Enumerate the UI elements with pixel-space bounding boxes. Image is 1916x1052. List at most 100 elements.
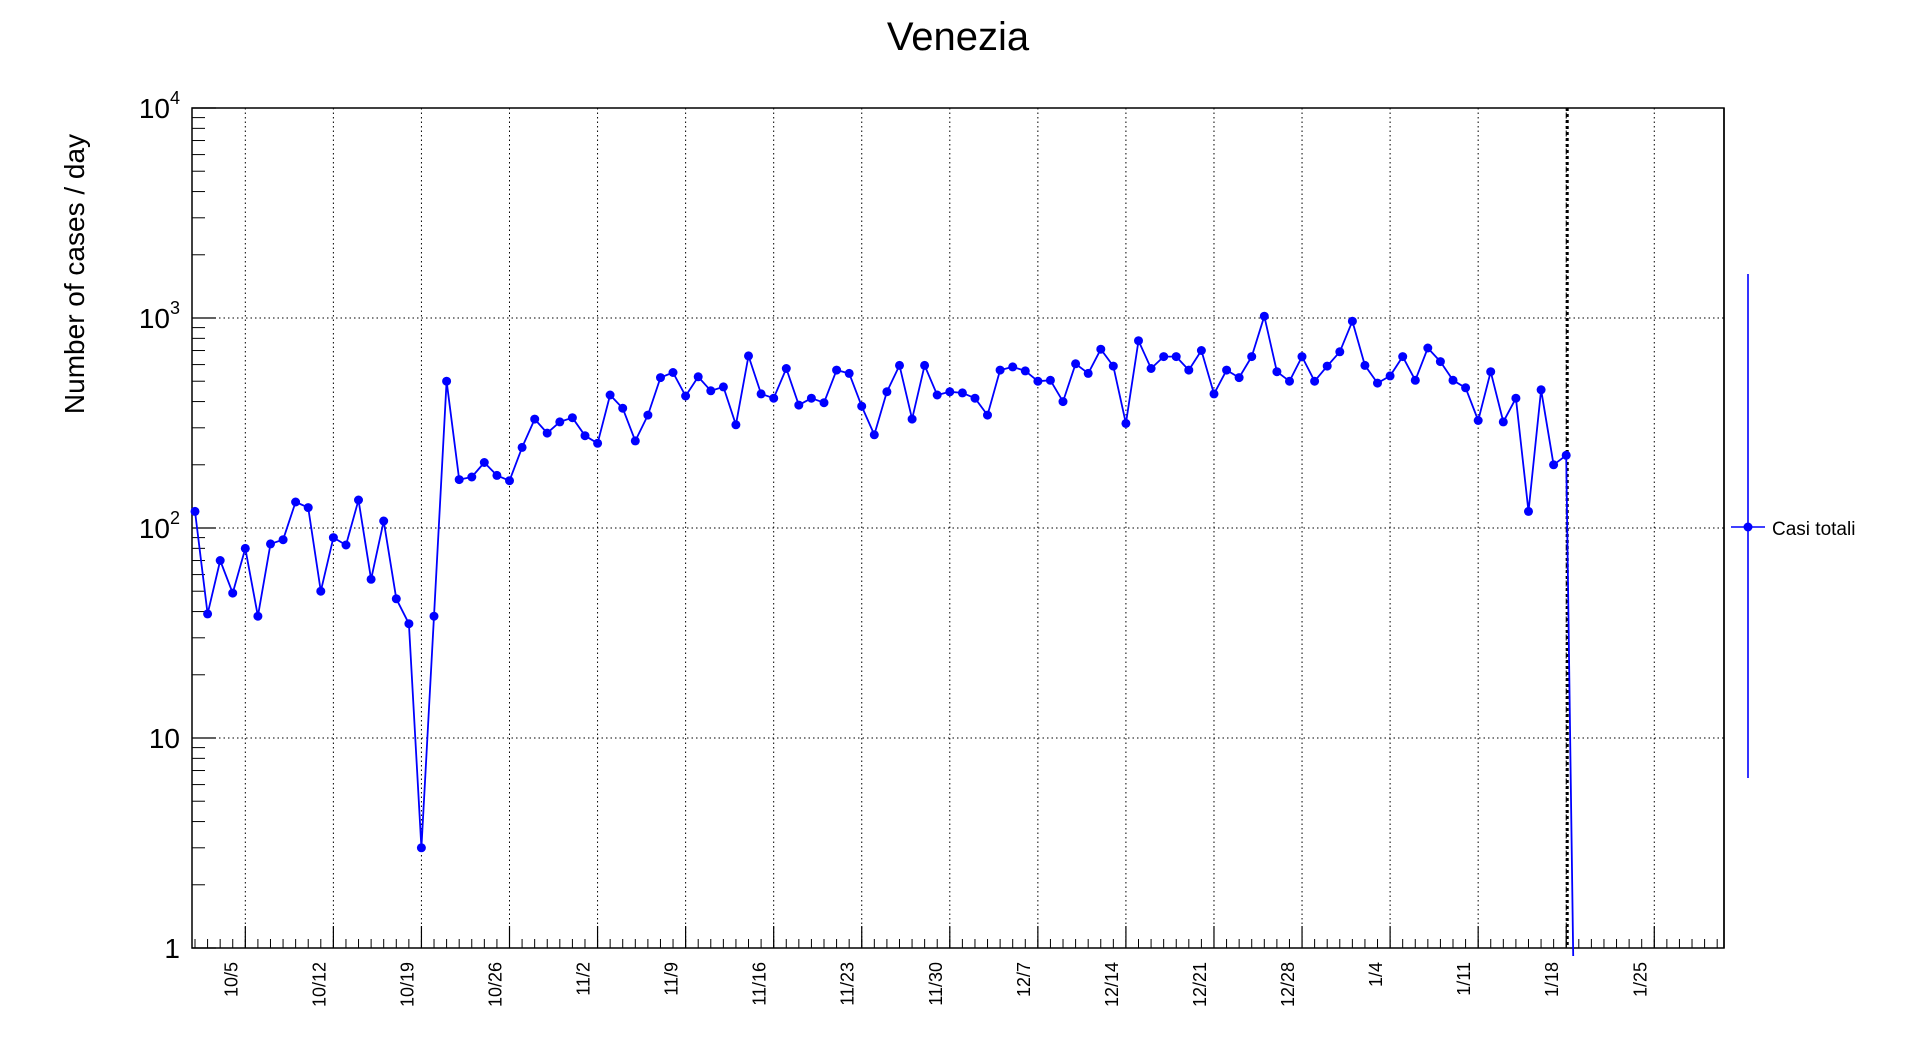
series — [190, 311, 1575, 957]
y-axis-label: Number of cases / day — [59, 134, 90, 414]
data-point — [354, 495, 363, 505]
data-point — [995, 365, 1005, 375]
data-point — [555, 417, 565, 427]
data-point — [1121, 418, 1131, 428]
data-point — [429, 611, 439, 621]
data-point — [266, 539, 275, 549]
data-point — [316, 586, 326, 596]
data-point — [756, 389, 766, 399]
data-point — [731, 420, 741, 430]
data-point — [1171, 352, 1181, 362]
data-point — [278, 535, 288, 545]
data-point — [253, 611, 263, 621]
data-point — [240, 543, 250, 553]
y-tick-label: 1 — [164, 933, 180, 964]
data-point — [580, 431, 590, 441]
data-point — [517, 442, 527, 452]
data-point — [567, 413, 577, 423]
axes: 10/5 10/12 10/19 10/26 11/2 11/9 11/16 11/23 11/… — [139, 88, 1725, 1007]
data-point — [416, 843, 426, 853]
data-point — [630, 436, 640, 446]
x-tick-label: 1/18 — [1542, 962, 1562, 997]
data-point — [1020, 366, 1030, 376]
data-point — [681, 391, 691, 401]
data-point — [1310, 376, 1320, 386]
grid — [192, 108, 1724, 948]
data-point — [1285, 376, 1294, 386]
data-point — [454, 475, 464, 485]
data-point — [1222, 365, 1232, 375]
data-point — [1498, 417, 1508, 427]
series-line — [194, 315, 1575, 957]
data-point — [806, 393, 816, 403]
data-point — [832, 365, 842, 375]
data-point — [1196, 346, 1206, 355]
data-point — [530, 414, 540, 424]
data-point — [895, 360, 904, 370]
data-point — [819, 398, 829, 408]
data-point — [1159, 352, 1169, 362]
data-point — [781, 364, 791, 373]
data-point — [1410, 375, 1420, 385]
data-point — [932, 390, 942, 400]
data-point — [492, 470, 502, 480]
data-point — [1347, 316, 1357, 326]
data-point — [882, 387, 892, 397]
data-point — [643, 410, 653, 420]
data-point — [970, 393, 980, 403]
data-point — [379, 516, 389, 526]
data-point — [618, 403, 628, 413]
data-point — [857, 401, 867, 411]
data-point — [215, 556, 225, 565]
data-point — [505, 476, 514, 486]
data-point — [1008, 362, 1018, 372]
data-point — [668, 368, 678, 377]
data-point — [1335, 347, 1345, 357]
data-point — [844, 368, 854, 378]
data-point — [291, 497, 301, 507]
data-point — [1385, 371, 1395, 381]
x-tick-label: 12/14 — [1102, 962, 1122, 1007]
data-point — [404, 619, 414, 629]
data-point — [769, 393, 779, 403]
data-point — [869, 430, 879, 440]
y-tick-label: 104 — [139, 88, 180, 124]
x-tick-label: 11/30 — [926, 962, 946, 1006]
data-point — [945, 387, 955, 397]
data-point — [693, 372, 703, 382]
data-point — [1058, 397, 1068, 407]
data-point — [1184, 365, 1194, 375]
x-tick-label: 12/7 — [1014, 962, 1034, 997]
data-point — [1435, 357, 1445, 367]
data-point — [203, 609, 213, 619]
data-point — [1045, 375, 1055, 385]
data-point — [1096, 344, 1106, 354]
data-point — [706, 386, 716, 396]
data-point — [1524, 506, 1533, 516]
x-tick-label: 1/25 — [1630, 962, 1650, 997]
data-point — [1297, 352, 1307, 362]
legend-marker — [1743, 522, 1753, 532]
data-point — [328, 533, 338, 543]
data-point — [957, 388, 967, 398]
data-point — [1549, 460, 1559, 470]
data-point — [794, 400, 804, 410]
data-point — [341, 540, 351, 550]
data-point — [1398, 352, 1408, 362]
data-point — [656, 373, 665, 383]
data-point — [1536, 385, 1546, 395]
data-point — [467, 472, 477, 482]
data-point — [605, 390, 615, 400]
y-tick-label: 10 — [149, 723, 180, 754]
data-point — [542, 428, 552, 438]
legend-label: Casi totali — [1772, 519, 1855, 540]
data-point — [1234, 373, 1244, 383]
data-point — [303, 503, 313, 513]
data-point — [1083, 368, 1093, 378]
data-point — [920, 360, 930, 370]
x-tick-label: 11/23 — [838, 962, 858, 1006]
legend: Casi totali — [1731, 274, 1855, 778]
data-point — [1209, 389, 1219, 399]
data-point — [1373, 378, 1382, 388]
